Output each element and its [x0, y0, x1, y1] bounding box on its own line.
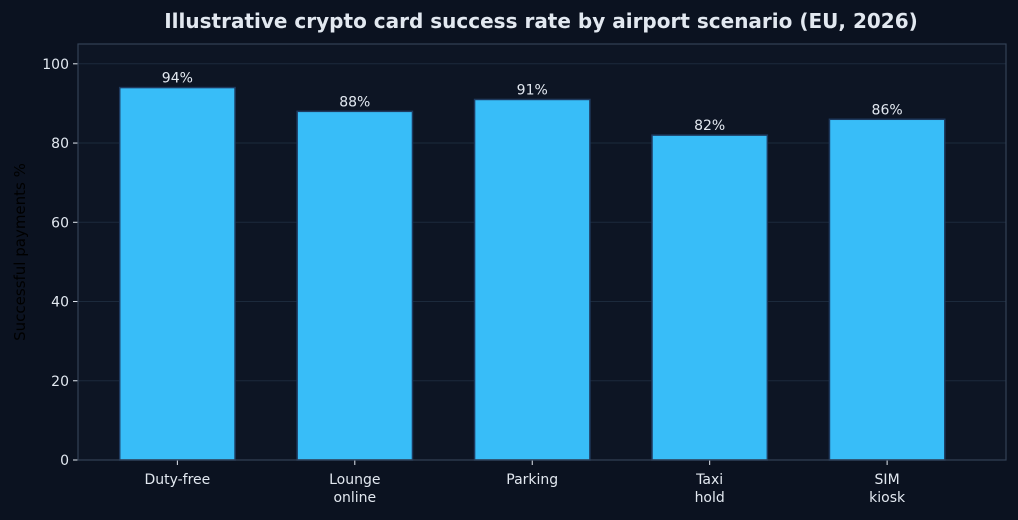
bar-value-label: 86%	[872, 102, 903, 118]
y-axis-label: Successful payments %	[11, 163, 29, 341]
x-tick-label-line: online	[333, 490, 376, 506]
y-tick-label: 60	[51, 215, 69, 231]
bar	[828, 118, 946, 461]
bar	[473, 98, 591, 461]
x-tick-label: Duty-free	[144, 472, 210, 488]
y-tick-label: 100	[42, 57, 69, 73]
x-tick-label-line: Duty-free	[144, 472, 210, 488]
chart-title: Illustrative crypto card success rate by…	[164, 9, 918, 33]
x-tick-label: Lounge online	[329, 472, 380, 506]
x-tick-label-line: SIM	[875, 472, 900, 488]
x-tick-label: Parking	[506, 472, 558, 488]
y-tick-label: 40	[51, 295, 69, 311]
x-tick-label: SIM kiosk	[869, 472, 906, 506]
y-tick-label: 20	[51, 374, 69, 390]
x-tick-label-line: Taxi	[695, 472, 723, 488]
bar-value-label: 88%	[339, 94, 370, 110]
plot-frame	[77, 43, 1007, 461]
bar	[296, 110, 414, 461]
x-tick-label: Taxi hold	[695, 472, 725, 506]
y-tick-label: 80	[51, 136, 69, 152]
bar-value-label: 91%	[517, 82, 548, 98]
bar-value-label: 82%	[694, 118, 725, 134]
bar-value-label: 94%	[162, 71, 193, 87]
bar	[118, 86, 236, 461]
x-tick-label-line: Lounge	[329, 472, 380, 488]
x-tick-label-line: hold	[695, 490, 725, 506]
y-tick-label: 0	[60, 453, 69, 469]
bar	[651, 134, 769, 461]
x-tick-label-line: Parking	[506, 472, 558, 488]
x-tick-label-line: kiosk	[869, 490, 906, 506]
